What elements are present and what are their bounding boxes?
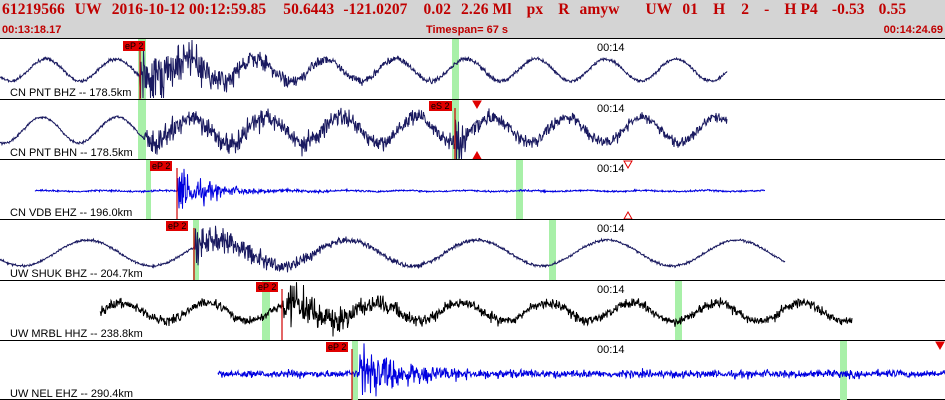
phase-window-marker: [675, 281, 682, 340]
station-label: CN PNT BHN -- 178.5km: [10, 147, 133, 159]
pick-label[interactable]: eP 2: [256, 282, 279, 292]
waveform-line: [99, 282, 853, 337]
waveform-panel[interactable]: eP 2 00:14 CN PNT BHZ -- 178.5km: [0, 38, 945, 99]
time-tick-label: 00:14: [597, 223, 625, 235]
waveform-panel[interactable]: eS 2 00:14 CN PNT BHN -- 178.5km: [0, 99, 945, 159]
arrival-marker-icon: [623, 160, 633, 170]
arrival-marker-icon: [472, 100, 482, 110]
arrival-marker-icon: [623, 210, 633, 219]
waveform-panel[interactable]: eP 2 00:14 UW MRBL HHZ -- 238.8km: [0, 280, 945, 340]
time-tick-label: 00:14: [597, 103, 625, 115]
event-network: UW: [74, 1, 102, 18]
waveform-trace: [217, 341, 945, 400]
arrival-marker-icon: [472, 150, 482, 159]
waveform-trace: [34, 160, 765, 219]
dash-field: -: [764, 1, 770, 18]
arrival-marker-icon: [935, 341, 945, 351]
pick-label[interactable]: eP 2: [150, 161, 173, 171]
waveform-trace: [0, 100, 728, 159]
value-1: -0.53: [831, 1, 865, 18]
station-label: CN VDB EHZ -- 196.0km: [10, 207, 133, 219]
phase-window-marker: [146, 160, 151, 219]
time-tick-label: 00:14: [597, 163, 625, 175]
waveform-line: [217, 343, 945, 397]
author: amyw: [579, 1, 620, 18]
waveform-line: [0, 225, 786, 273]
pick-label[interactable]: eP 2: [166, 221, 189, 231]
waveform-panel[interactable]: eP 2 00:14 CN VDB EHZ -- 196.0km: [0, 159, 945, 219]
event-latitude: 50.6443: [283, 1, 335, 18]
pick-label[interactable]: eS 2: [429, 101, 452, 111]
phase-window-marker: [452, 39, 459, 99]
value-2: 0.55: [878, 1, 907, 18]
phase-window-marker: [138, 100, 146, 159]
phase-window-marker: [138, 39, 146, 99]
version: 01: [682, 1, 699, 18]
waveform-line: [0, 39, 728, 99]
waveform-panel[interactable]: eP 2 00:14 UW SHUK BHZ -- 204.7km: [0, 219, 945, 280]
count: 2: [741, 1, 750, 18]
event-datetime: 2016-10-12 00:12:59.85: [111, 1, 267, 18]
waveform-panels: eP 2 00:14 CN PNT BHZ -- 178.5km eS 2 00…: [0, 38, 945, 400]
station-label: UW MRBL HHZ -- 238.8km: [10, 328, 143, 340]
timespan: Timespan= 67 s: [426, 24, 509, 36]
waveform-trace: [0, 39, 728, 99]
waveform-line: [0, 107, 728, 159]
review-flag: R: [558, 1, 570, 18]
event-type: px: [526, 1, 544, 18]
time-tick-label: 00:14: [597, 42, 625, 54]
event-summary-line: 61219566 UW 2016-10-12 00:12:59.85 50.64…: [0, 0, 906, 20]
event-magnitude: 2.26 Ml: [461, 1, 512, 18]
flag: H: [713, 1, 726, 18]
waveform-panel[interactable]: eP 2 00:14 UW NEL EHZ -- 290.4km: [0, 340, 945, 400]
station-label: UW SHUK BHZ -- 204.7km: [10, 268, 143, 280]
phase-window-marker: [840, 341, 847, 400]
time-tick-label: 00:14: [597, 284, 625, 296]
phase-window-marker: [262, 281, 270, 340]
phase-window-marker: [516, 160, 523, 219]
origin-network: UW: [645, 1, 673, 18]
waveform-trace: [0, 220, 786, 280]
event-header: 61219566 UW 2016-10-12 00:12:59.85 50.64…: [0, 0, 945, 38]
quality: H P4: [784, 1, 818, 18]
event-longitude: -121.0207: [343, 1, 408, 18]
phase-window-marker: [352, 341, 358, 400]
time-tick-label: 00:14: [597, 344, 625, 356]
start-time: 00:13:18.17: [2, 24, 62, 36]
event-depth: 0.02: [423, 1, 452, 18]
waveform-line: [34, 168, 765, 209]
station-label: UW NEL EHZ -- 290.4km: [10, 388, 134, 400]
station-label: CN PNT BHZ -- 178.5km: [10, 87, 132, 99]
waveform-trace: [99, 281, 853, 340]
phase-window-marker: [549, 220, 556, 280]
event-id: 61219566: [2, 1, 65, 18]
pick-label[interactable]: eP 2: [123, 41, 146, 51]
end-time: 00:14:24.69: [883, 24, 943, 36]
pick-label[interactable]: eP 2: [326, 342, 349, 352]
